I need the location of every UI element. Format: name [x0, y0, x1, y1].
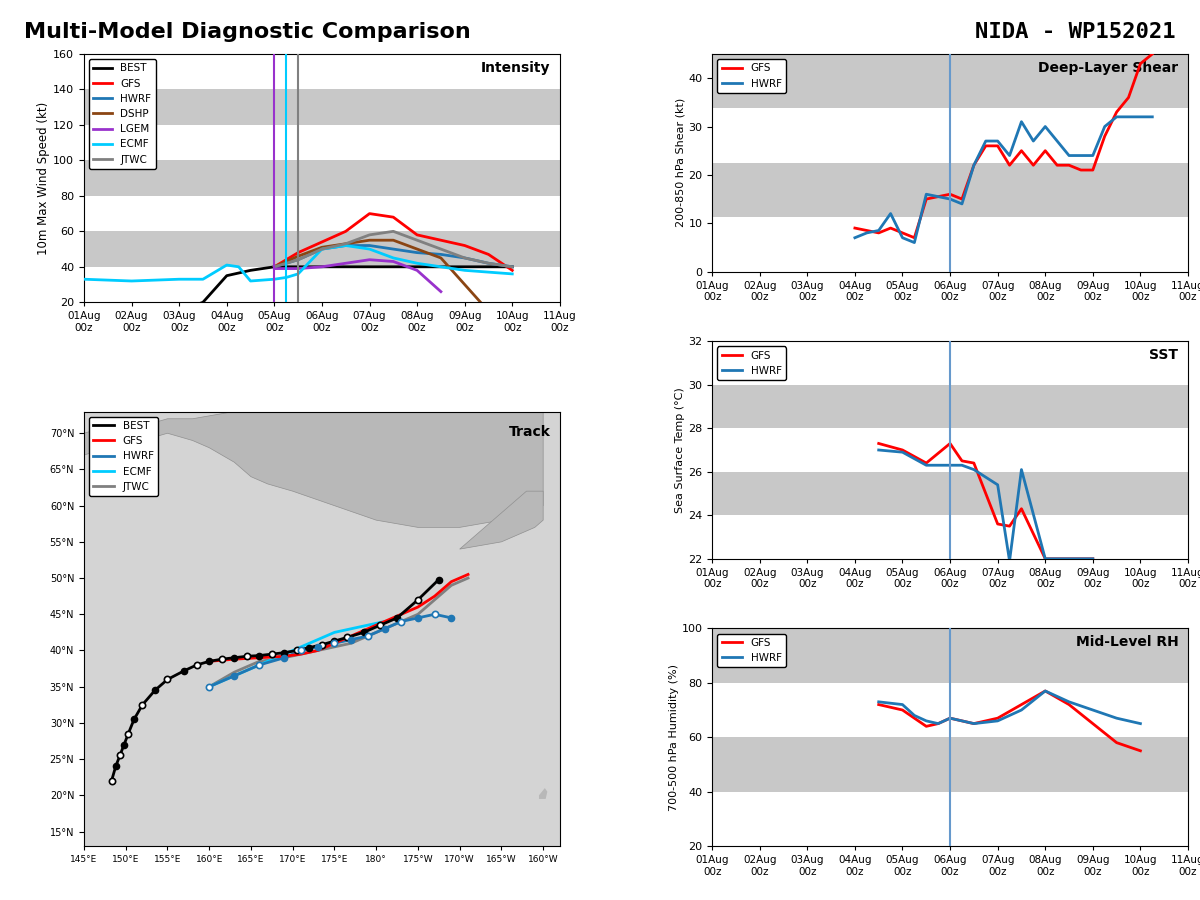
Text: Deep-Layer Shear: Deep-Layer Shear	[1038, 60, 1178, 75]
Y-axis label: 200-850 hPa Shear (kt): 200-850 hPa Shear (kt)	[676, 98, 685, 228]
Y-axis label: 10m Max Wind Speed (kt): 10m Max Wind Speed (kt)	[37, 102, 50, 255]
Bar	[712, 472, 1188, 516]
Legend: BEST, GFS, HWRF, DSHP, LGEM, ECMF, JTWC: BEST, GFS, HWRF, DSHP, LGEM, ECMF, JTWC	[89, 59, 156, 169]
Bar	[712, 516, 1188, 559]
Bar	[84, 231, 560, 266]
Bar	[84, 125, 560, 160]
Bar	[712, 683, 1188, 737]
Bar	[712, 384, 1188, 428]
Y-axis label: 700-500 hPa Humidity (%): 700-500 hPa Humidity (%)	[668, 663, 679, 811]
Bar	[712, 217, 1188, 272]
Legend: GFS, HWRF: GFS, HWRF	[718, 59, 786, 93]
Bar	[84, 196, 560, 231]
Bar	[712, 341, 1188, 384]
Bar	[84, 54, 560, 89]
Polygon shape	[84, 397, 544, 527]
Legend: BEST, GFS, HWRF, ECMF, JTWC: BEST, GFS, HWRF, ECMF, JTWC	[89, 417, 157, 496]
Text: NIDA - WP152021: NIDA - WP152021	[976, 22, 1176, 42]
Legend: GFS, HWRF: GFS, HWRF	[718, 346, 786, 380]
Polygon shape	[539, 788, 547, 799]
Bar	[712, 628, 1188, 683]
Text: SST: SST	[1150, 347, 1178, 362]
Text: Track: Track	[509, 425, 551, 438]
Polygon shape	[460, 491, 544, 549]
Bar	[712, 54, 1188, 108]
Y-axis label: Sea Surface Temp (°C): Sea Surface Temp (°C)	[676, 387, 685, 513]
Text: Mid-Level RH: Mid-Level RH	[1075, 634, 1178, 649]
Bar	[712, 428, 1188, 472]
Bar	[712, 108, 1188, 163]
Bar	[84, 266, 560, 302]
Bar	[84, 89, 560, 125]
Text: Multi-Model Diagnostic Comparison: Multi-Model Diagnostic Comparison	[24, 22, 470, 42]
Bar	[84, 160, 560, 196]
Bar	[712, 163, 1188, 217]
Text: Intensity: Intensity	[481, 61, 551, 76]
Legend: GFS, HWRF: GFS, HWRF	[718, 634, 786, 667]
Bar	[712, 792, 1188, 846]
Bar	[712, 737, 1188, 792]
